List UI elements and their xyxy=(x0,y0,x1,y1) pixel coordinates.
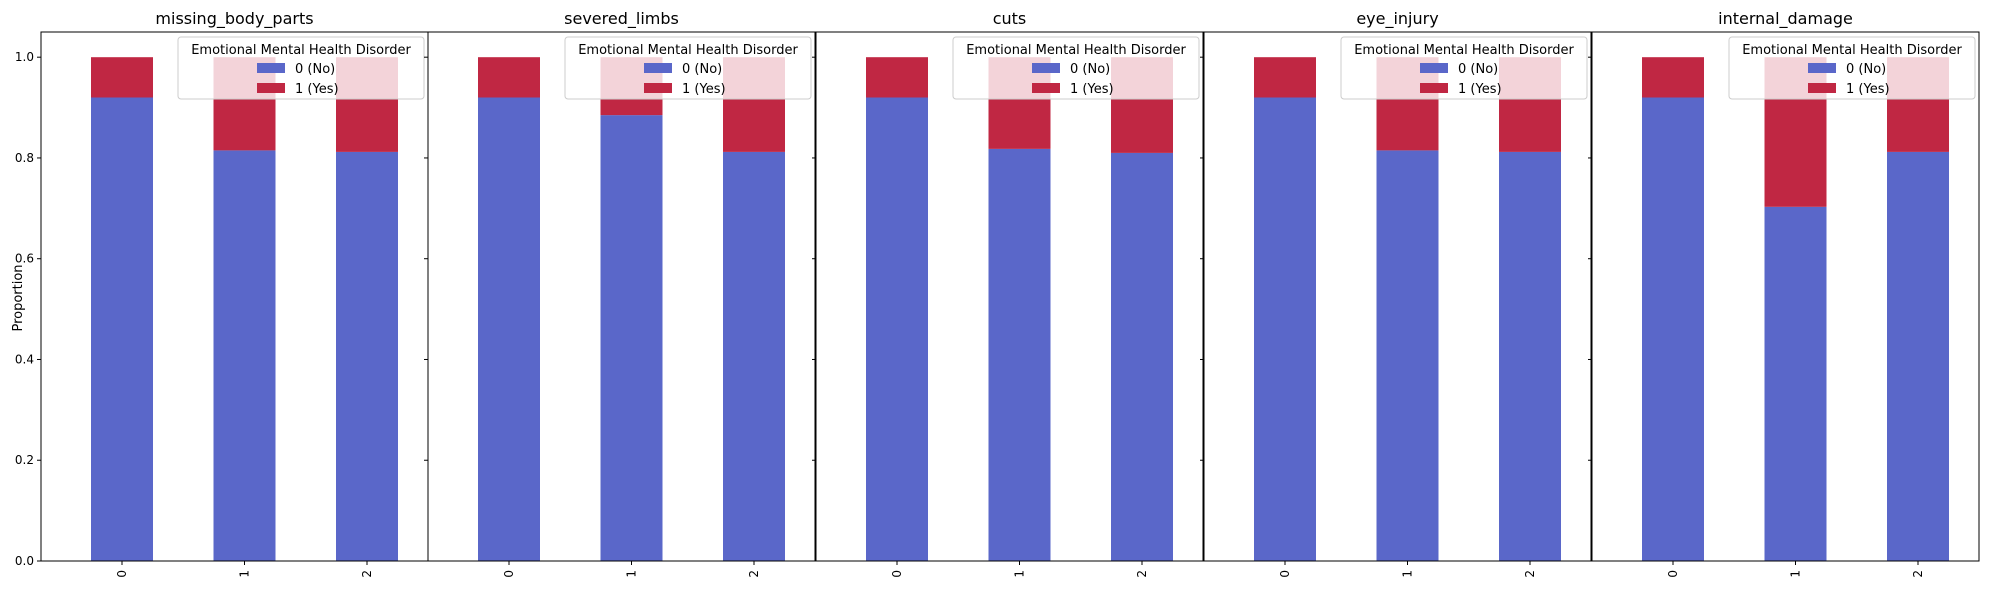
bar-no-panel5-cat0 xyxy=(1642,97,1704,561)
bar-no-panel3-cat1 xyxy=(988,148,1051,562)
legend-label-yes: 1 (Yes) xyxy=(682,82,726,97)
x-tick-label: 1 xyxy=(238,570,252,578)
legend-label-no: 0 (No) xyxy=(682,62,722,77)
legend-label-yes: 1 (Yes) xyxy=(1846,82,1890,97)
legend-box-panel3 xyxy=(952,36,1200,100)
bar-no-panel5-cat2 xyxy=(1887,151,1949,561)
x-tick-label: 1 xyxy=(1401,570,1415,578)
x-tick-label: 2 xyxy=(1523,570,1537,578)
legend-label-yes: 1 (Yes) xyxy=(1458,82,1502,97)
legend-label-yes: 1 (Yes) xyxy=(1070,82,1114,97)
bar-no-panel5-cat1 xyxy=(1764,206,1827,561)
legend-swatch-yes xyxy=(1420,83,1448,93)
legend-swatch-no xyxy=(1808,63,1836,73)
legend-swatch-yes xyxy=(1808,83,1836,93)
x-tick-label: 1 xyxy=(1789,570,1803,578)
bar-no-panel1-cat1 xyxy=(213,150,276,561)
legend-box-panel1 xyxy=(177,36,425,100)
x-tick-label: 2 xyxy=(1911,570,1925,578)
panel-title-1: missing_body_parts xyxy=(155,9,313,29)
x-tick-label: 0 xyxy=(1278,570,1292,578)
legend-swatch-yes xyxy=(257,83,285,93)
legend-label-no: 0 (No) xyxy=(1070,62,1110,77)
bar-no-panel4-cat0 xyxy=(1254,97,1316,561)
bar-yes-panel5-cat0 xyxy=(1642,57,1704,98)
bar-no-panel2-cat2 xyxy=(723,151,785,561)
x-tick-label: 2 xyxy=(1135,570,1149,578)
y-tick-label: 0.0 xyxy=(15,554,34,568)
legend-title: Emotional Mental Health Disorder xyxy=(191,43,411,58)
bar-no-panel2-cat1 xyxy=(600,115,663,561)
legend-title: Emotional Mental Health Disorder xyxy=(1742,43,1962,58)
y-tick-label: 0.8 xyxy=(15,151,34,165)
bar-no-panel4-cat2 xyxy=(1499,151,1561,561)
axes-frame-panel3 xyxy=(815,31,1204,562)
panel-title-4: eye_injury xyxy=(1356,9,1438,29)
y-tick-label: 0.6 xyxy=(15,252,34,266)
bar-no-panel2-cat0 xyxy=(478,97,540,561)
panel-title-3: cuts xyxy=(993,9,1027,28)
x-tick-label: 2 xyxy=(747,570,761,578)
legend-box-panel4 xyxy=(1340,36,1588,100)
bar-no-panel4-cat1 xyxy=(1376,150,1439,561)
x-tick-label: 2 xyxy=(360,570,374,578)
x-tick-label: 0 xyxy=(502,570,516,578)
y-tick-label: 0.4 xyxy=(15,352,34,366)
legend-swatch-no xyxy=(644,63,672,73)
x-tick-label: 0 xyxy=(1666,570,1680,578)
axes-frame-panel2 xyxy=(427,31,816,562)
legend-title: Emotional Mental Health Disorder xyxy=(966,43,1186,58)
legend-title: Emotional Mental Health Disorder xyxy=(578,43,798,58)
legend-swatch-no xyxy=(1032,63,1060,73)
legend-swatch-yes xyxy=(1032,83,1060,93)
bar-no-panel1-cat0 xyxy=(91,97,153,561)
legend-title: Emotional Mental Health Disorder xyxy=(1354,43,1574,58)
x-tick-label: 1 xyxy=(1013,570,1027,578)
legend-label-no: 0 (No) xyxy=(1458,62,1498,77)
axes-frame-panel4 xyxy=(1203,31,1592,562)
x-tick-label: 1 xyxy=(625,570,639,578)
bar-no-panel3-cat0 xyxy=(866,97,928,561)
axes-frame-panel5 xyxy=(1591,31,1980,562)
legend-label-no: 0 (No) xyxy=(295,62,335,77)
legend-box-panel5 xyxy=(1728,36,1976,100)
y-axis-label: Proportion xyxy=(11,264,26,331)
panel-title-2: severed_limbs xyxy=(564,9,679,29)
y-tick-label: 1.0 xyxy=(15,50,34,64)
legend-swatch-no xyxy=(1420,63,1448,73)
bar-no-panel3-cat2 xyxy=(1111,152,1173,561)
legend-swatch-no xyxy=(257,63,285,73)
legend-box-panel2 xyxy=(564,36,812,100)
panel-title-5: internal_damage xyxy=(1718,9,1853,29)
bar-yes-panel4-cat0 xyxy=(1254,57,1316,98)
y-tick-label: 0.2 xyxy=(15,453,34,467)
bar-no-panel1-cat2 xyxy=(336,151,398,561)
bar-yes-panel3-cat0 xyxy=(866,57,928,98)
x-tick-label: 0 xyxy=(890,570,904,578)
legend-label-yes: 1 (Yes) xyxy=(295,82,339,97)
legend-label-no: 0 (No) xyxy=(1846,62,1886,77)
bar-yes-panel1-cat0 xyxy=(91,57,153,98)
bar-yes-panel2-cat0 xyxy=(478,57,540,98)
x-tick-label: 0 xyxy=(115,570,129,578)
legend-swatch-yes xyxy=(644,83,672,93)
